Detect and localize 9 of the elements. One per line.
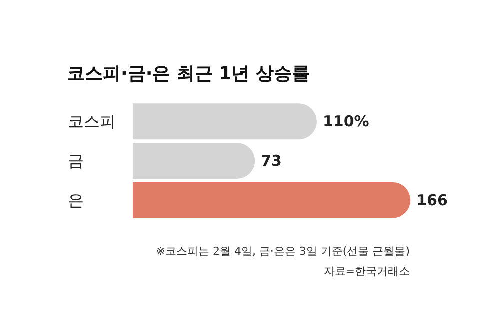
text: 자료=한국거래소 (324, 265, 410, 278)
y-tick-label: 코스피 (68, 112, 116, 132)
y-tick-label: 은 (68, 190, 84, 210)
data-label: 166 (416, 191, 448, 210)
text: ※코스피는 2월 4일, 금·은은 3일 기준(선물 근월물) (156, 245, 410, 258)
data-label: 110% (322, 112, 370, 131)
data-label: 73 (261, 152, 282, 170)
y-tick-label: 금 (68, 152, 84, 170)
chart-title: 코스피·금·은 최근 1년 상승률 (67, 64, 310, 84)
